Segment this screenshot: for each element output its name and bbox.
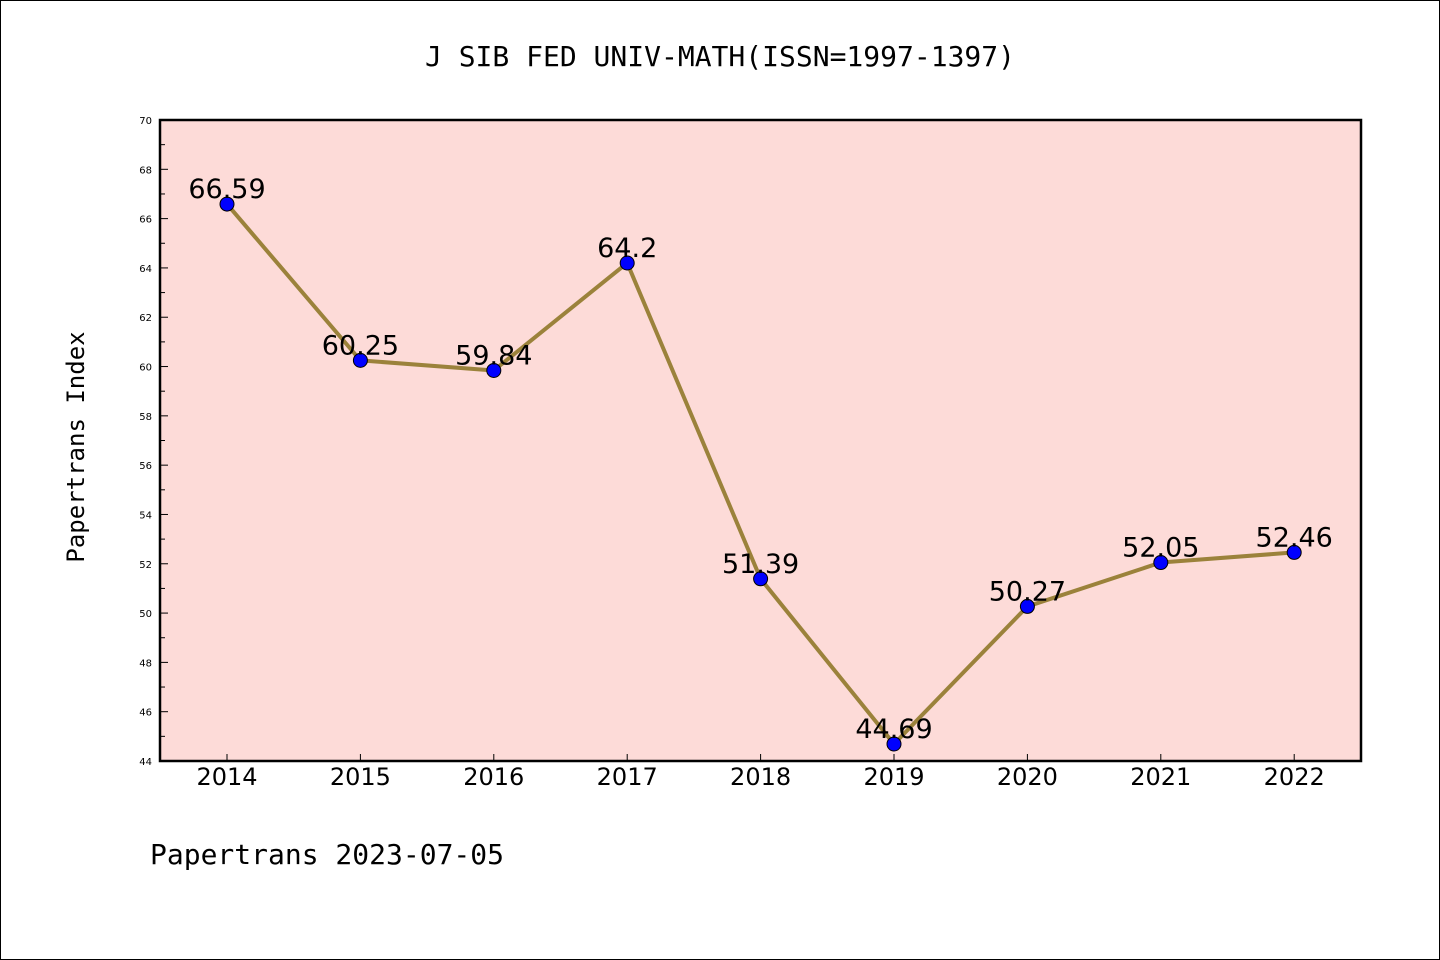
y-tick-label: 46 [139, 708, 152, 719]
data-point [352, 352, 368, 368]
y-tick-label: 44 [139, 757, 152, 768]
data-value-label: 59.84 [455, 340, 532, 371]
data-point [219, 196, 235, 212]
x-tick-label: 2016 [463, 763, 524, 791]
data-point [486, 362, 502, 378]
footer-date-label: Papertrans 2023-07-05 [150, 838, 504, 871]
y-tick-label: 68 [139, 165, 152, 176]
x-tick-label: 2015 [330, 763, 391, 791]
data-value-label: 50.27 [989, 576, 1066, 607]
data-point [619, 255, 635, 271]
y-tick-label: 70 [139, 116, 152, 127]
x-tick-label: 2014 [196, 763, 257, 791]
y-tick-label: 50 [139, 609, 152, 620]
x-tick-label: 2021 [1130, 763, 1191, 791]
chart-title: J SIB FED UNIV-MATH(ISSN=1997-1397) [425, 40, 1015, 73]
y-tick-label: 58 [139, 412, 152, 423]
data-value-label: 66.59 [188, 174, 265, 205]
x-axis-ticks: 2014 2015 2016 2017 2018 2019 2020 2021 2022 [196, 754, 1325, 791]
data-value-label: 51.39 [722, 549, 799, 580]
y-tick-label: 48 [139, 658, 152, 669]
y-tick-label: 62 [139, 313, 152, 324]
x-tick-label: 2022 [1264, 763, 1325, 791]
data-value-label: 52.46 [1256, 522, 1333, 553]
y-tick-label: 54 [139, 510, 152, 521]
plot-area [158, 118, 1363, 763]
y-tick-label: 66 [139, 215, 152, 226]
x-tick-label: 2020 [997, 763, 1058, 791]
data-point [1153, 555, 1169, 571]
y-axis-label: Papertrans Index [62, 331, 90, 562]
y-axis-ticks: 44 46 48 50 52 54 56 58 60 62 64 66 68 70 [139, 116, 168, 768]
data-value-label: 60.25 [322, 330, 399, 361]
y-tick-label: 56 [139, 461, 152, 472]
y-tick-label: 60 [139, 363, 152, 374]
x-tick-label: 2019 [863, 763, 924, 791]
data-point [886, 736, 902, 752]
data-point [753, 571, 769, 587]
y-tick-label: 52 [139, 560, 152, 571]
data-point [1286, 544, 1302, 560]
data-markers [219, 196, 1302, 752]
data-labels: 66.59 60.25 59.84 64.2 51.39 44.69 50.27 52.05 5… [188, 174, 1332, 745]
data-value-label: 64.2 [597, 233, 657, 264]
y-tick-label: 64 [139, 264, 152, 275]
x-tick-label: 2017 [597, 763, 658, 791]
data-point [1019, 598, 1035, 614]
data-value-label: 52.05 [1122, 533, 1199, 564]
data-value-label: 44.69 [855, 714, 932, 745]
x-tick-label: 2018 [730, 763, 791, 791]
